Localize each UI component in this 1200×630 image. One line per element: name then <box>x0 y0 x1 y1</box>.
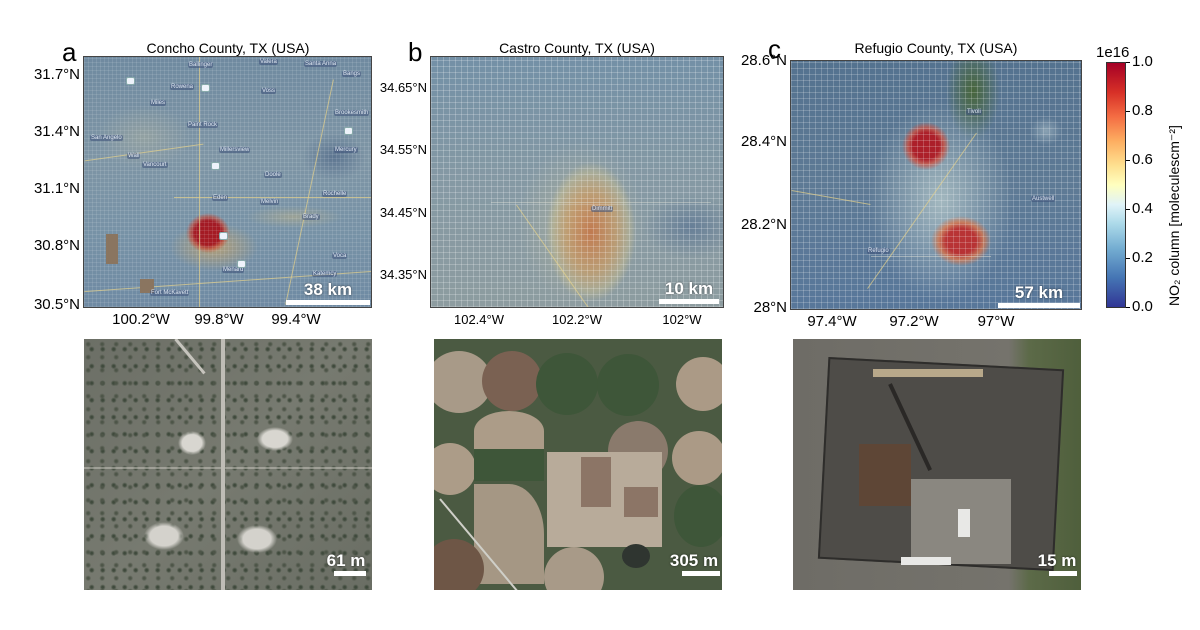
x-tick: 99.8°W <box>194 311 244 328</box>
town-label: Rowena <box>170 84 195 90</box>
y-tick: 31.7°N <box>33 66 80 83</box>
town-label: Paint Rock <box>187 122 219 128</box>
town-label: Austwell <box>1031 196 1056 202</box>
x-tick: 97.4°W <box>807 313 857 330</box>
highway-shield-icon <box>201 84 210 92</box>
y-tick: 34.45°N <box>379 205 427 220</box>
town-label: Millersview <box>219 147 251 153</box>
y-tick: 34.35°N <box>379 267 427 282</box>
highway-shield-icon <box>237 260 246 268</box>
x-tick: 100.2°W <box>112 311 170 328</box>
town-label: Ballinger <box>188 62 214 68</box>
no2-map-refugio: Refugio Tivoli Austwell 57 km <box>790 60 1082 310</box>
scale-bar-label: 38 km <box>303 280 353 299</box>
scale-bar-label: 10 km <box>664 279 714 298</box>
y-tick: 34.65°N <box>379 80 427 95</box>
town-label: Mercury <box>334 147 358 153</box>
scale-bar: 57 km <box>998 284 1080 308</box>
panel-letter-a: a <box>62 37 77 67</box>
town-label: Miles <box>150 100 167 106</box>
panel-b-title: Castro County, TX (USA) <box>499 40 655 56</box>
y-tick: 31.1°N <box>33 180 80 197</box>
colorbar-tick: 1.0 <box>1132 53 1153 70</box>
colorbar-tick: 0.2 <box>1132 249 1153 266</box>
town-label: Refugio <box>867 248 890 254</box>
colorbar-tick: 0.6 <box>1132 151 1153 168</box>
x-tick: 102.4°W <box>453 312 505 327</box>
detail-scale-bar: 15 m <box>1037 552 1077 576</box>
x-tick: 97.2°W <box>889 313 939 330</box>
town-label: Bangs <box>342 71 362 77</box>
town-label: Eden <box>212 195 229 201</box>
panel-letter-c: c <box>768 34 781 64</box>
scale-bar-label: 57 km <box>1014 283 1064 302</box>
x-tick: 102°W <box>662 312 702 327</box>
highway-shield-icon <box>211 162 220 170</box>
colorbar-tick: 0.0 <box>1132 298 1153 315</box>
x-tick: 102.2°W <box>551 312 603 327</box>
town-label: San Angelo <box>90 135 123 141</box>
y-tick: 31.4°N <box>33 123 80 140</box>
y-tick: 30.5°N <box>33 296 80 313</box>
satellite-image-drilling-site: 15 m <box>793 339 1081 590</box>
town-label: Brady <box>302 214 320 220</box>
x-tick: 99.4°W <box>271 311 321 328</box>
town-label: Melvin <box>260 199 280 205</box>
y-tick: 28.4°N <box>740 133 787 150</box>
detail-scale-bar: 305 m <box>668 552 720 576</box>
satellite-image-feedlot: 305 m <box>434 339 722 590</box>
colorbar-label: NO₂ column [moleculescm⁻²] <box>1166 125 1182 306</box>
town-label: Fort McKavett <box>150 290 190 296</box>
no2-map-castro: Dimmitt 10 km <box>430 56 724 308</box>
colorbar-tick: 0.4 <box>1132 200 1153 217</box>
detail-scale-bar: 61 m <box>326 552 366 576</box>
highway-shield-icon <box>344 127 353 135</box>
detail-scale-bar-label: 305 m <box>669 551 719 570</box>
town-label: Valera <box>259 59 278 65</box>
colorbar-multiplier: 1e16 <box>1096 44 1130 61</box>
colorbar-tick: 0.8 <box>1132 102 1153 119</box>
y-tick: 34.55°N <box>379 142 427 157</box>
town-label: Katemcy <box>312 271 338 277</box>
panel-c-title: Refugio County, TX (USA) <box>854 40 1018 56</box>
town-label: Tivoli <box>966 109 982 115</box>
highway-shield-icon <box>126 77 135 85</box>
town-label: Menard <box>222 267 245 273</box>
highway-shield-icon <box>219 232 228 240</box>
town-label: Dimmitt <box>591 206 614 212</box>
y-tick: 28°N <box>753 299 787 316</box>
y-tick: 30.8°N <box>33 237 80 254</box>
y-tick: 28.6°N <box>740 52 787 69</box>
panel-a-title: Concho County, TX (USA) <box>146 40 310 56</box>
colorbar-gradient <box>1106 62 1126 308</box>
detail-scale-bar-label: 15 m <box>1037 551 1077 570</box>
x-tick: 97°W <box>977 313 1015 330</box>
town-label: Vancourt <box>142 162 168 168</box>
town-label: Santa Anna <box>304 61 338 67</box>
y-tick: 28.2°N <box>740 216 787 233</box>
town-label: Voss <box>261 88 277 94</box>
scale-bar: 10 km <box>659 280 719 304</box>
scale-bar: 38 km <box>286 281 370 305</box>
town-label: Doole <box>264 172 282 178</box>
panel-letter-b: b <box>408 37 423 67</box>
no2-map-concho: Ballinger Valera Santa Anna Bangs Rowena… <box>83 56 372 308</box>
town-label: Wall <box>127 153 141 159</box>
town-label: Brookesmith <box>334 110 370 116</box>
satellite-image-well-pads: 61 m <box>84 339 372 590</box>
town-label: Rochelle <box>322 191 348 197</box>
detail-scale-bar-label: 61 m <box>326 551 366 570</box>
town-label: Voca <box>332 253 348 259</box>
